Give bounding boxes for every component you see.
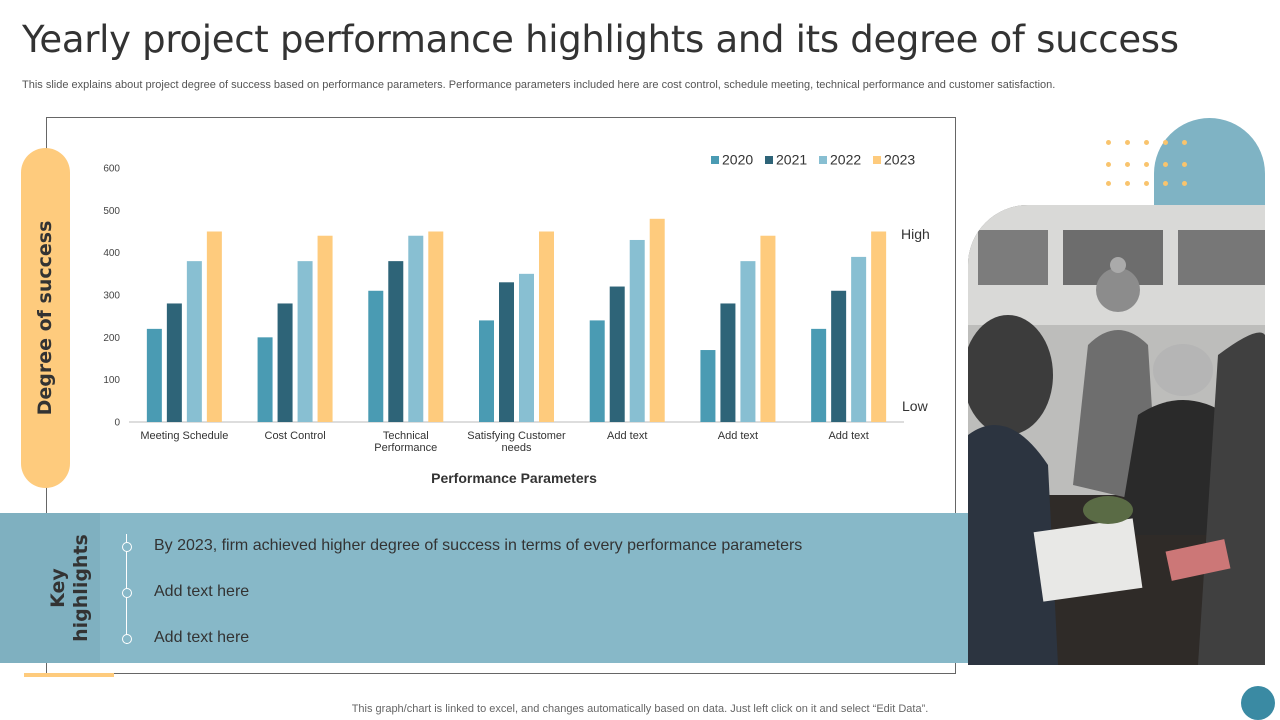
decorative-teal-circle	[1241, 686, 1275, 720]
bar	[277, 303, 293, 422]
bar	[408, 235, 424, 422]
highlight-text: By 2023, firm achieved higher degree of …	[154, 537, 803, 554]
category-label: Cost Control	[265, 430, 326, 442]
bar	[700, 350, 716, 422]
category-label: Add text	[828, 430, 868, 442]
y-tick-label: 400	[103, 248, 120, 259]
high-annotation: High	[901, 226, 930, 242]
category-label: Add text	[607, 430, 647, 442]
legend-label: 2023	[884, 152, 915, 168]
y-tick-label: 500	[103, 206, 120, 217]
accent-line	[24, 673, 114, 677]
bar	[740, 261, 756, 422]
team-meeting-photo	[968, 205, 1265, 665]
legend-swatch	[765, 156, 773, 164]
bar	[257, 337, 273, 422]
bullet-dot-icon	[122, 588, 132, 598]
bar	[629, 239, 645, 422]
bar	[166, 303, 182, 422]
footer-note: This graph/chart is linked to excel, and…	[351, 703, 929, 715]
legend-swatch	[819, 156, 827, 164]
highlight-text: Add text here	[154, 629, 250, 646]
x-axis-title: Performance Parameters	[431, 470, 597, 486]
bar	[589, 320, 605, 422]
bar	[499, 282, 514, 422]
decorative-teal-arch	[1154, 118, 1265, 206]
bar	[388, 261, 404, 422]
bar	[317, 235, 333, 422]
bullet-dot-icon	[122, 542, 132, 552]
low-annotation: Low	[902, 398, 929, 414]
legend-swatch	[873, 156, 881, 164]
category-label: Meeting Schedule	[140, 430, 228, 442]
bar	[811, 328, 827, 422]
bar	[649, 218, 665, 422]
key-highlights-band	[0, 513, 970, 663]
degree-of-success-pill	[21, 148, 70, 488]
bar	[146, 328, 162, 422]
bar	[479, 320, 494, 422]
category-label: Satisfying Customer needs	[467, 430, 566, 454]
bar	[851, 256, 867, 422]
legend-label: 2022	[830, 152, 861, 168]
bar	[428, 231, 444, 422]
legend-swatch	[711, 156, 719, 164]
bar	[297, 261, 313, 422]
highlight-text: Add text here	[154, 583, 250, 600]
category-label: Add text	[718, 430, 758, 442]
bar	[186, 261, 202, 422]
key-highlights-side-panel	[0, 513, 100, 663]
y-tick-label: 0	[114, 418, 120, 429]
bar	[519, 273, 534, 422]
bar	[609, 286, 625, 422]
y-tick-label: 200	[103, 333, 120, 344]
legend-label: 2020	[722, 152, 753, 168]
bar	[539, 231, 554, 422]
legend-label: 2021	[776, 152, 807, 168]
page-subtitle: This slide explains about project degree…	[22, 79, 1056, 91]
y-tick-label: 600	[103, 164, 120, 175]
y-tick-label: 100	[103, 375, 120, 386]
y-tick-label: 300	[103, 291, 120, 302]
page-title: Yearly project performance highlights an…	[22, 18, 1179, 61]
bar	[206, 231, 222, 422]
bullet-dot-icon	[122, 634, 132, 644]
category-label: Technical Performance	[374, 430, 437, 454]
bar	[368, 290, 384, 422]
bar	[720, 303, 736, 422]
bar	[760, 235, 776, 422]
bar	[871, 231, 887, 422]
bar	[831, 290, 847, 422]
key-highlights-title: Key highlights	[47, 534, 92, 642]
